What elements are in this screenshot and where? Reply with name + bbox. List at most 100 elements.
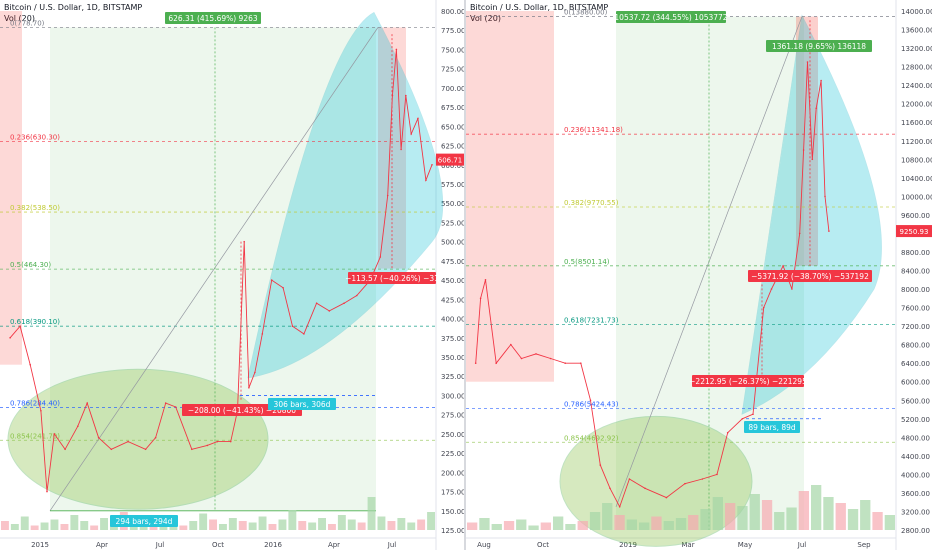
volume-bar: [50, 519, 59, 530]
price-tick-label: 13600.00: [901, 27, 932, 35]
price-tick-label: 3600.00: [901, 490, 930, 498]
volume-bar: [847, 509, 859, 530]
fib-level-label: 0.382(538.50): [10, 204, 60, 212]
price-tick-label: 4000.00: [901, 471, 930, 479]
price-point: [618, 506, 621, 508]
price-point: [628, 478, 631, 480]
fib-level-label: 0.618(390.10): [10, 318, 60, 326]
price-tick-label: 6800.00: [901, 342, 930, 350]
volume-bar: [357, 522, 366, 530]
volume-bar: [516, 519, 527, 530]
time-tick-label: Jul: [155, 541, 165, 549]
price-tick-label: 10400.00: [901, 175, 932, 183]
price-tick-label: 6000.00: [901, 379, 930, 387]
volume-bar: [479, 518, 490, 530]
volume-bar: [278, 519, 287, 530]
price-tick-label: 8800.00: [901, 249, 930, 257]
price-tick-label: 250.00: [441, 431, 464, 439]
price-tick-label: 14000.00: [901, 8, 932, 16]
cyan-arc-zone: [247, 11, 444, 379]
chart-canvas-right[interactable]: 2800.00 3200.00 3600.00 4000.00 4400.00 4800.…: [466, 0, 932, 550]
volume-bar: [700, 509, 711, 530]
price-point: [395, 48, 398, 51]
drop-label: −113.57 (−40.26%) −31: [345, 274, 439, 283]
price-point: [510, 343, 512, 346]
chart-canvas-left[interactable]: 125.00 150.00 175.00 200.00 225.00 250.00 275.…: [0, 0, 464, 550]
price-point: [684, 482, 686, 485]
fib-level-label: 0.236(11341.18): [564, 126, 623, 134]
price-tick-label: 725.00: [441, 66, 464, 74]
volume-bar: [318, 518, 326, 530]
fall-label-bg: [692, 375, 804, 387]
volume-bar: [774, 512, 785, 530]
price-tick-label: 11600.00: [901, 119, 932, 127]
time-tick-label: 2015: [31, 541, 49, 549]
volume-label: Vol (20): [470, 14, 501, 23]
price-point: [164, 402, 167, 404]
price-point: [243, 240, 245, 243]
price-point: [216, 440, 219, 443]
volume-bar: [179, 525, 188, 530]
price-point: [154, 436, 157, 439]
price-point: [53, 433, 56, 435]
volume-bar: [199, 513, 208, 530]
price-point: [741, 418, 744, 420]
fib-level-label: 0.618(7231.73): [564, 317, 619, 325]
price-point: [303, 333, 305, 335]
panel-divider: [464, 0, 466, 550]
volume-bar: [30, 525, 39, 530]
volume-bar: [407, 522, 416, 530]
price-point: [701, 478, 704, 480]
volume-bar: [298, 521, 307, 530]
volume-bar: [712, 497, 723, 530]
volume-bar: [651, 516, 662, 530]
price-point: [64, 448, 66, 451]
volume-bar: [1, 521, 9, 530]
price-tick-label: 8400.00: [901, 268, 930, 276]
time-tick-label: Jul: [387, 541, 397, 549]
price-point: [484, 279, 487, 281]
price-tick-label: 2800.00: [901, 527, 930, 535]
price-tick-label: 10000.00: [901, 193, 932, 201]
price-point: [19, 325, 21, 328]
volume-bar: [786, 507, 797, 530]
time-tick-label: Aug: [477, 541, 491, 549]
price-point: [782, 265, 784, 267]
price-point: [815, 107, 817, 110]
time-tick-label: Apr: [328, 541, 340, 549]
volume-bar: [798, 491, 809, 530]
price-tick-label: 8000.00: [901, 286, 930, 294]
price-point: [431, 164, 433, 166]
last-price-tag: 9250.93: [900, 228, 929, 236]
price-tick-label: 700.00: [441, 85, 464, 93]
price-point: [229, 440, 232, 443]
price-point: [206, 444, 209, 447]
price-point: [379, 256, 382, 258]
volume-bar: [209, 519, 217, 530]
price-point: [343, 302, 345, 305]
price-axis: [436, 0, 464, 550]
price-tick-label: 625.00: [441, 143, 464, 151]
volume-bar: [553, 516, 564, 530]
price-point: [820, 79, 822, 82]
price-tick-label: 750.00: [441, 46, 464, 54]
drop-label-bg: [748, 270, 872, 282]
volume-bar: [835, 503, 846, 530]
price-line: [9, 49, 433, 492]
price-tick-label: 9600.00: [901, 212, 930, 220]
rise-label: 626.31 (415.69%) 9263: [168, 14, 258, 23]
bars-label: 89 bars, 89d: [748, 423, 796, 432]
last-price-tag: 606.71: [438, 157, 463, 165]
time-tick-label: Oct: [537, 541, 549, 549]
volume-bar: [80, 521, 89, 530]
last-price-tag-bg: [896, 225, 932, 238]
price-point: [391, 94, 394, 97]
chart-title: Bitcoin / U.S. Dollar, 1D, BITSTAMP: [4, 3, 143, 12]
price-point: [144, 448, 147, 451]
volume-bar: [417, 519, 426, 530]
price-point: [802, 149, 805, 151]
price-point: [315, 302, 318, 305]
price-point: [405, 94, 407, 97]
rise-label-bg: [616, 11, 726, 23]
price-tick-label: 225.00: [441, 450, 464, 458]
